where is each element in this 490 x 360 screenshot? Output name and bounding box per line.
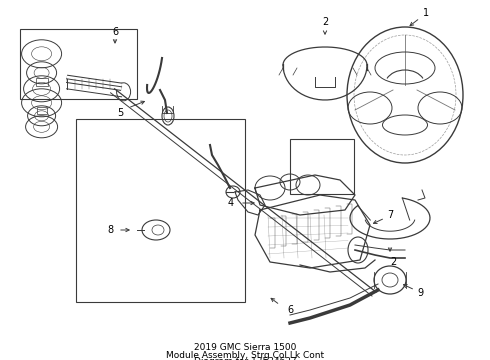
Bar (37, 107, 47, 114)
Bar (290, 139, 354, 194)
Text: 7: 7 (387, 210, 393, 220)
Text: 4: 4 (228, 198, 234, 208)
Bar (20, 29, 137, 99)
Text: Module Assembly, Strg Col Lk Cont: Module Assembly, Strg Col Lk Cont (166, 351, 324, 360)
Text: Diagram for 13534627: Diagram for 13534627 (194, 357, 296, 360)
Text: 8: 8 (107, 225, 113, 235)
Text: 2019 GMC Sierra 1500: 2019 GMC Sierra 1500 (194, 343, 296, 352)
Bar (36, 78, 48, 86)
Text: 5: 5 (117, 108, 123, 118)
Bar (76, 119, 245, 302)
Text: 9: 9 (417, 288, 423, 298)
Text: 6: 6 (287, 305, 293, 315)
Text: 2: 2 (390, 257, 396, 267)
Text: 1: 1 (423, 8, 429, 18)
Text: 2: 2 (322, 17, 328, 27)
Text: 6: 6 (112, 27, 118, 37)
